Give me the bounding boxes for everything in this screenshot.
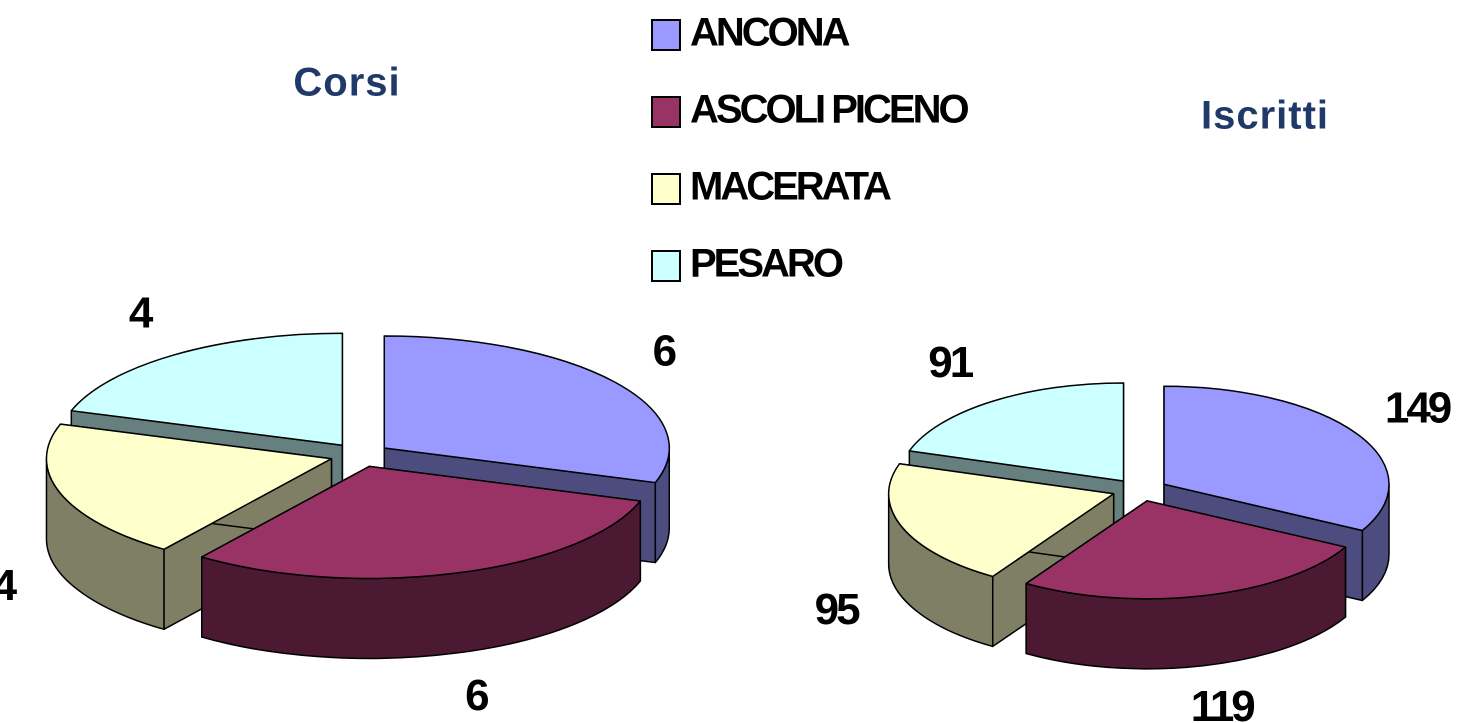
legend-label: ASCOLI PICENO bbox=[690, 88, 968, 132]
legend-swatch bbox=[651, 96, 681, 128]
slice bbox=[887, 463, 1115, 578]
slice bbox=[908, 382, 1125, 482]
slice bbox=[45, 423, 333, 551]
chart-title: Corsi bbox=[293, 61, 400, 105]
data-label: 4 bbox=[129, 288, 154, 337]
slice bbox=[1025, 500, 1347, 600]
legend-swatch bbox=[651, 173, 681, 205]
data-label: 4 bbox=[0, 561, 18, 610]
slice bbox=[383, 335, 670, 484]
slice bbox=[1163, 385, 1390, 532]
chart-title: Iscritti bbox=[1201, 94, 1329, 138]
data-label: 95 bbox=[815, 585, 860, 634]
legend-label: PESARO bbox=[690, 242, 843, 286]
slice bbox=[70, 332, 344, 447]
data-label: 6 bbox=[653, 327, 676, 376]
legend-swatch bbox=[651, 250, 681, 282]
data-label: 119 bbox=[1191, 682, 1255, 723]
data-label: 6 bbox=[465, 671, 488, 720]
legend-label: ANCONA bbox=[690, 11, 850, 55]
data-label: 91 bbox=[928, 338, 973, 387]
legend-label: MACERATA bbox=[690, 165, 891, 209]
slice bbox=[201, 465, 642, 580]
legend-swatch bbox=[651, 19, 681, 51]
data-label: 149 bbox=[1385, 383, 1451, 432]
